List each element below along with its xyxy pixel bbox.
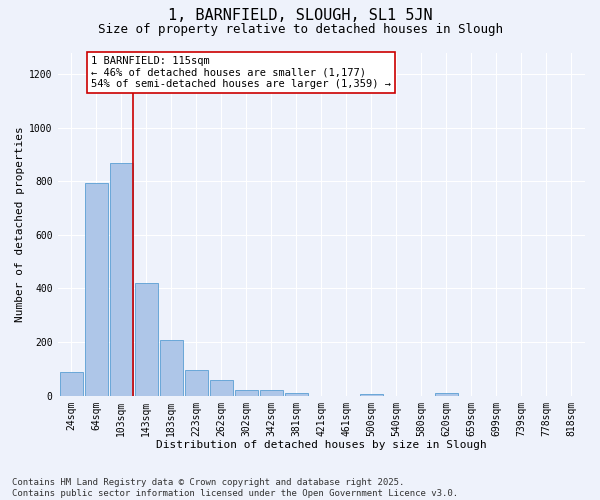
- Bar: [160, 340, 183, 396]
- Text: 1, BARNFIELD, SLOUGH, SL1 5JN: 1, BARNFIELD, SLOUGH, SL1 5JN: [167, 8, 433, 22]
- Text: Size of property relative to detached houses in Slough: Size of property relative to detached ho…: [97, 22, 503, 36]
- X-axis label: Distribution of detached houses by size in Slough: Distribution of detached houses by size …: [156, 440, 487, 450]
- Y-axis label: Number of detached properties: Number of detached properties: [15, 126, 25, 322]
- Bar: [235, 390, 258, 396]
- Bar: [360, 394, 383, 396]
- Text: Contains HM Land Registry data © Crown copyright and database right 2025.
Contai: Contains HM Land Registry data © Crown c…: [12, 478, 458, 498]
- Text: 1 BARNFIELD: 115sqm
← 46% of detached houses are smaller (1,177)
54% of semi-det: 1 BARNFIELD: 115sqm ← 46% of detached ho…: [91, 56, 391, 89]
- Bar: [60, 372, 83, 396]
- Bar: [110, 163, 133, 396]
- Bar: [185, 370, 208, 396]
- Bar: [135, 283, 158, 396]
- Bar: [285, 393, 308, 396]
- Bar: [210, 380, 233, 396]
- Bar: [260, 390, 283, 396]
- Bar: [435, 393, 458, 396]
- Bar: [85, 182, 108, 396]
